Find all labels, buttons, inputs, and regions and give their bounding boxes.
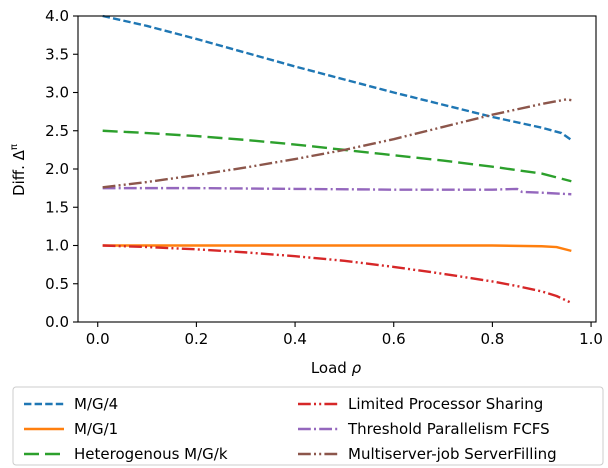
- y-tick-label-6: 3.0: [45, 84, 69, 102]
- x-tick-label-4: 0.8: [480, 330, 504, 348]
- y-tick-label-2: 1.0: [45, 237, 69, 255]
- series-line-6: [102, 98, 572, 189]
- series-line-4: [102, 244, 572, 304]
- x-tick-label-0: 0.0: [86, 330, 110, 348]
- plot-area: [102, 14, 573, 304]
- x-tick-label-5: 1.0: [579, 330, 603, 348]
- x-tick-label-2: 0.4: [283, 330, 307, 348]
- y-tick-label-7: 3.5: [45, 45, 69, 63]
- x-axis-label: Load ρ: [311, 359, 362, 377]
- legend-label-1: M/G/4: [74, 395, 118, 413]
- legend-label-3: Heterogenous M/G/k: [74, 445, 228, 463]
- y-axis-label: Diff. Δπ: [9, 144, 28, 196]
- y-tick-label-5: 2.5: [45, 122, 69, 140]
- axes: 0.0 0.2 0.4 0.6 0.8 1.0 0.0 0.5 1.0 1.5 2.0 2.5 3.0 3…: [45, 7, 603, 348]
- legend-label-2: M/G/1: [74, 420, 118, 438]
- series-line-2: [102, 244, 572, 253]
- y-tick-label-1: 0.5: [45, 275, 69, 293]
- y-tick-label-0: 0.0: [45, 313, 69, 331]
- axes-frame: [77, 15, 597, 323]
- y-tick-label-8: 4.0: [45, 7, 69, 25]
- series-line-3: [102, 129, 572, 183]
- y-tick-label-3: 1.5: [45, 198, 69, 216]
- x-tick-label-1: 0.2: [184, 330, 208, 348]
- legend-label-6: Multiserver-job ServerFilling: [348, 445, 557, 463]
- legend-box: [12, 386, 604, 466]
- legend-label-4: Limited Processor Sharing: [348, 395, 543, 413]
- legend-label-5: Threshold Parallelism FCFS: [347, 420, 550, 438]
- x-tick-label-3: 0.6: [382, 330, 406, 348]
- series-line-1: [102, 14, 573, 141]
- series-line-5: [102, 186, 572, 196]
- y-tick-label-4: 2.0: [45, 160, 69, 178]
- legend: M/G/4 M/G/1 Heterogenous M/G/k Limited Proc…: [12, 386, 604, 466]
